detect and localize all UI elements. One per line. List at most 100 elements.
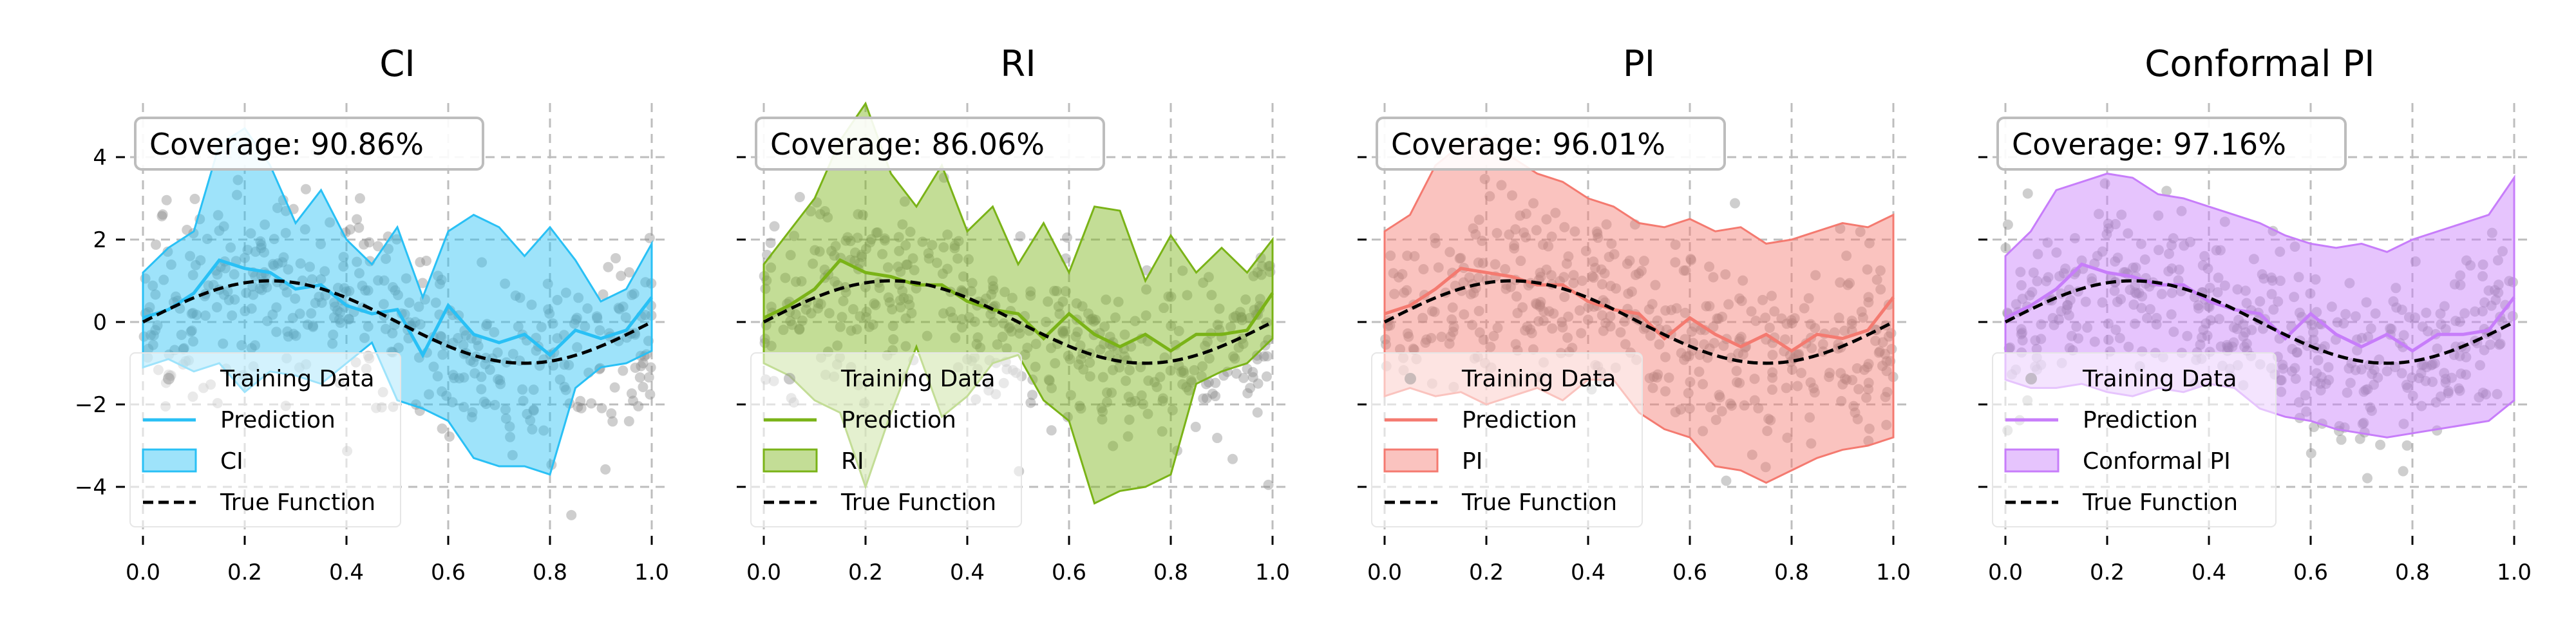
training-data-point bbox=[830, 241, 841, 252]
training-data-point bbox=[393, 343, 404, 354]
training-data-point bbox=[1210, 377, 1221, 388]
training-data-point bbox=[596, 402, 607, 413]
training-data-point bbox=[1242, 363, 1253, 374]
training-data-point bbox=[278, 252, 289, 263]
training-data-point bbox=[332, 305, 343, 316]
training-data-point bbox=[2022, 188, 2033, 199]
training-data-point bbox=[573, 401, 583, 412]
training-data-point bbox=[430, 298, 441, 308]
training-data-point bbox=[507, 348, 518, 359]
training-data-point bbox=[538, 425, 549, 436]
training-data-point bbox=[1685, 254, 1696, 265]
training-data-point bbox=[1389, 289, 1400, 299]
training-data-point bbox=[1535, 299, 1546, 310]
training-data-point bbox=[1060, 326, 1071, 337]
training-data-point bbox=[1263, 334, 1274, 345]
legend-marker-interval bbox=[2004, 448, 2060, 473]
training-data-point bbox=[547, 318, 558, 329]
training-data-point bbox=[963, 254, 974, 265]
training-data-point bbox=[1204, 353, 1215, 364]
training-data-point bbox=[571, 312, 582, 323]
training-data-point bbox=[1841, 251, 1852, 261]
training-data-point bbox=[838, 296, 849, 307]
training-data-point bbox=[1500, 264, 1511, 275]
training-data-point bbox=[1444, 247, 1455, 258]
training-data-point bbox=[638, 381, 649, 392]
x-tick-label: 0.8 bbox=[2395, 560, 2430, 585]
training-data-point bbox=[1015, 231, 1026, 242]
training-data-point bbox=[598, 289, 609, 300]
training-data-point bbox=[495, 375, 506, 386]
training-data-point bbox=[330, 301, 341, 312]
training-data-point bbox=[580, 321, 591, 332]
training-data-point bbox=[1809, 387, 1820, 398]
training-data-point bbox=[1468, 287, 1479, 298]
training-data-point bbox=[1501, 283, 1511, 294]
x-tick-label: 0.0 bbox=[746, 560, 781, 585]
training-data-point bbox=[887, 304, 898, 315]
training-data-point bbox=[1255, 252, 1266, 263]
training-data-point bbox=[1084, 371, 1095, 382]
training-data-point bbox=[840, 235, 851, 246]
training-data-point bbox=[1863, 435, 1874, 446]
training-data-point bbox=[248, 289, 259, 300]
training-data-point bbox=[1515, 210, 1526, 221]
training-data-point bbox=[1583, 301, 1594, 312]
training-data-point bbox=[887, 321, 898, 332]
training-data-point bbox=[790, 309, 801, 320]
training-data-point bbox=[1063, 350, 1074, 361]
training-data-point bbox=[1808, 383, 1819, 393]
training-data-point bbox=[334, 314, 345, 325]
training-data-point bbox=[624, 267, 635, 278]
training-data-point bbox=[594, 325, 605, 336]
training-data-point bbox=[1163, 291, 1174, 302]
training-data-point bbox=[1766, 290, 1777, 301]
training-data-point bbox=[481, 321, 492, 332]
training-data-point bbox=[1535, 301, 1546, 312]
legend-label: RI bbox=[841, 448, 864, 475]
training-data-point bbox=[600, 464, 611, 475]
training-data-point bbox=[1426, 332, 1437, 343]
training-data-point bbox=[1846, 316, 1857, 327]
training-data-point bbox=[835, 321, 846, 332]
training-data-point bbox=[1686, 326, 1697, 337]
training-data-point bbox=[1651, 372, 1662, 383]
training-data-point bbox=[851, 324, 862, 335]
training-data-point bbox=[1122, 431, 1133, 442]
legend-label: True Function bbox=[2082, 489, 2238, 516]
training-data-point bbox=[1165, 365, 1176, 376]
x-tick-label: 0.6 bbox=[2293, 560, 2328, 585]
training-data-point bbox=[888, 334, 899, 345]
training-data-point bbox=[1875, 284, 1886, 295]
training-data-point bbox=[1258, 351, 1269, 362]
training-data-point bbox=[855, 311, 866, 322]
training-data-point bbox=[256, 243, 267, 254]
training-data-point bbox=[560, 384, 571, 395]
training-data-point bbox=[187, 308, 198, 319]
training-data-point bbox=[1022, 343, 1033, 354]
training-data-point bbox=[147, 280, 158, 291]
training-data-point bbox=[1541, 264, 1552, 275]
training-data-point bbox=[1645, 330, 1656, 341]
training-data-point bbox=[338, 252, 349, 263]
training-data-point bbox=[1615, 327, 1626, 338]
training-data-point bbox=[236, 340, 247, 351]
training-data-point bbox=[874, 282, 885, 293]
legend: Training Data Prediction CI True Function bbox=[129, 352, 401, 527]
training-data-point bbox=[1520, 325, 1531, 336]
training-data-point bbox=[1681, 351, 1692, 362]
training-data-point bbox=[953, 236, 964, 247]
y-tick-label: 2 bbox=[93, 227, 107, 253]
training-data-point bbox=[517, 384, 528, 395]
training-data-point bbox=[1746, 306, 1757, 317]
training-data-point bbox=[214, 225, 225, 236]
training-data-point bbox=[413, 301, 424, 312]
training-data-point bbox=[1420, 337, 1431, 348]
training-data-point bbox=[586, 398, 597, 409]
training-data-point bbox=[261, 282, 272, 293]
training-data-point bbox=[848, 304, 858, 315]
training-data-point bbox=[176, 329, 187, 340]
training-data-point bbox=[229, 294, 240, 305]
training-data-point bbox=[582, 303, 593, 314]
